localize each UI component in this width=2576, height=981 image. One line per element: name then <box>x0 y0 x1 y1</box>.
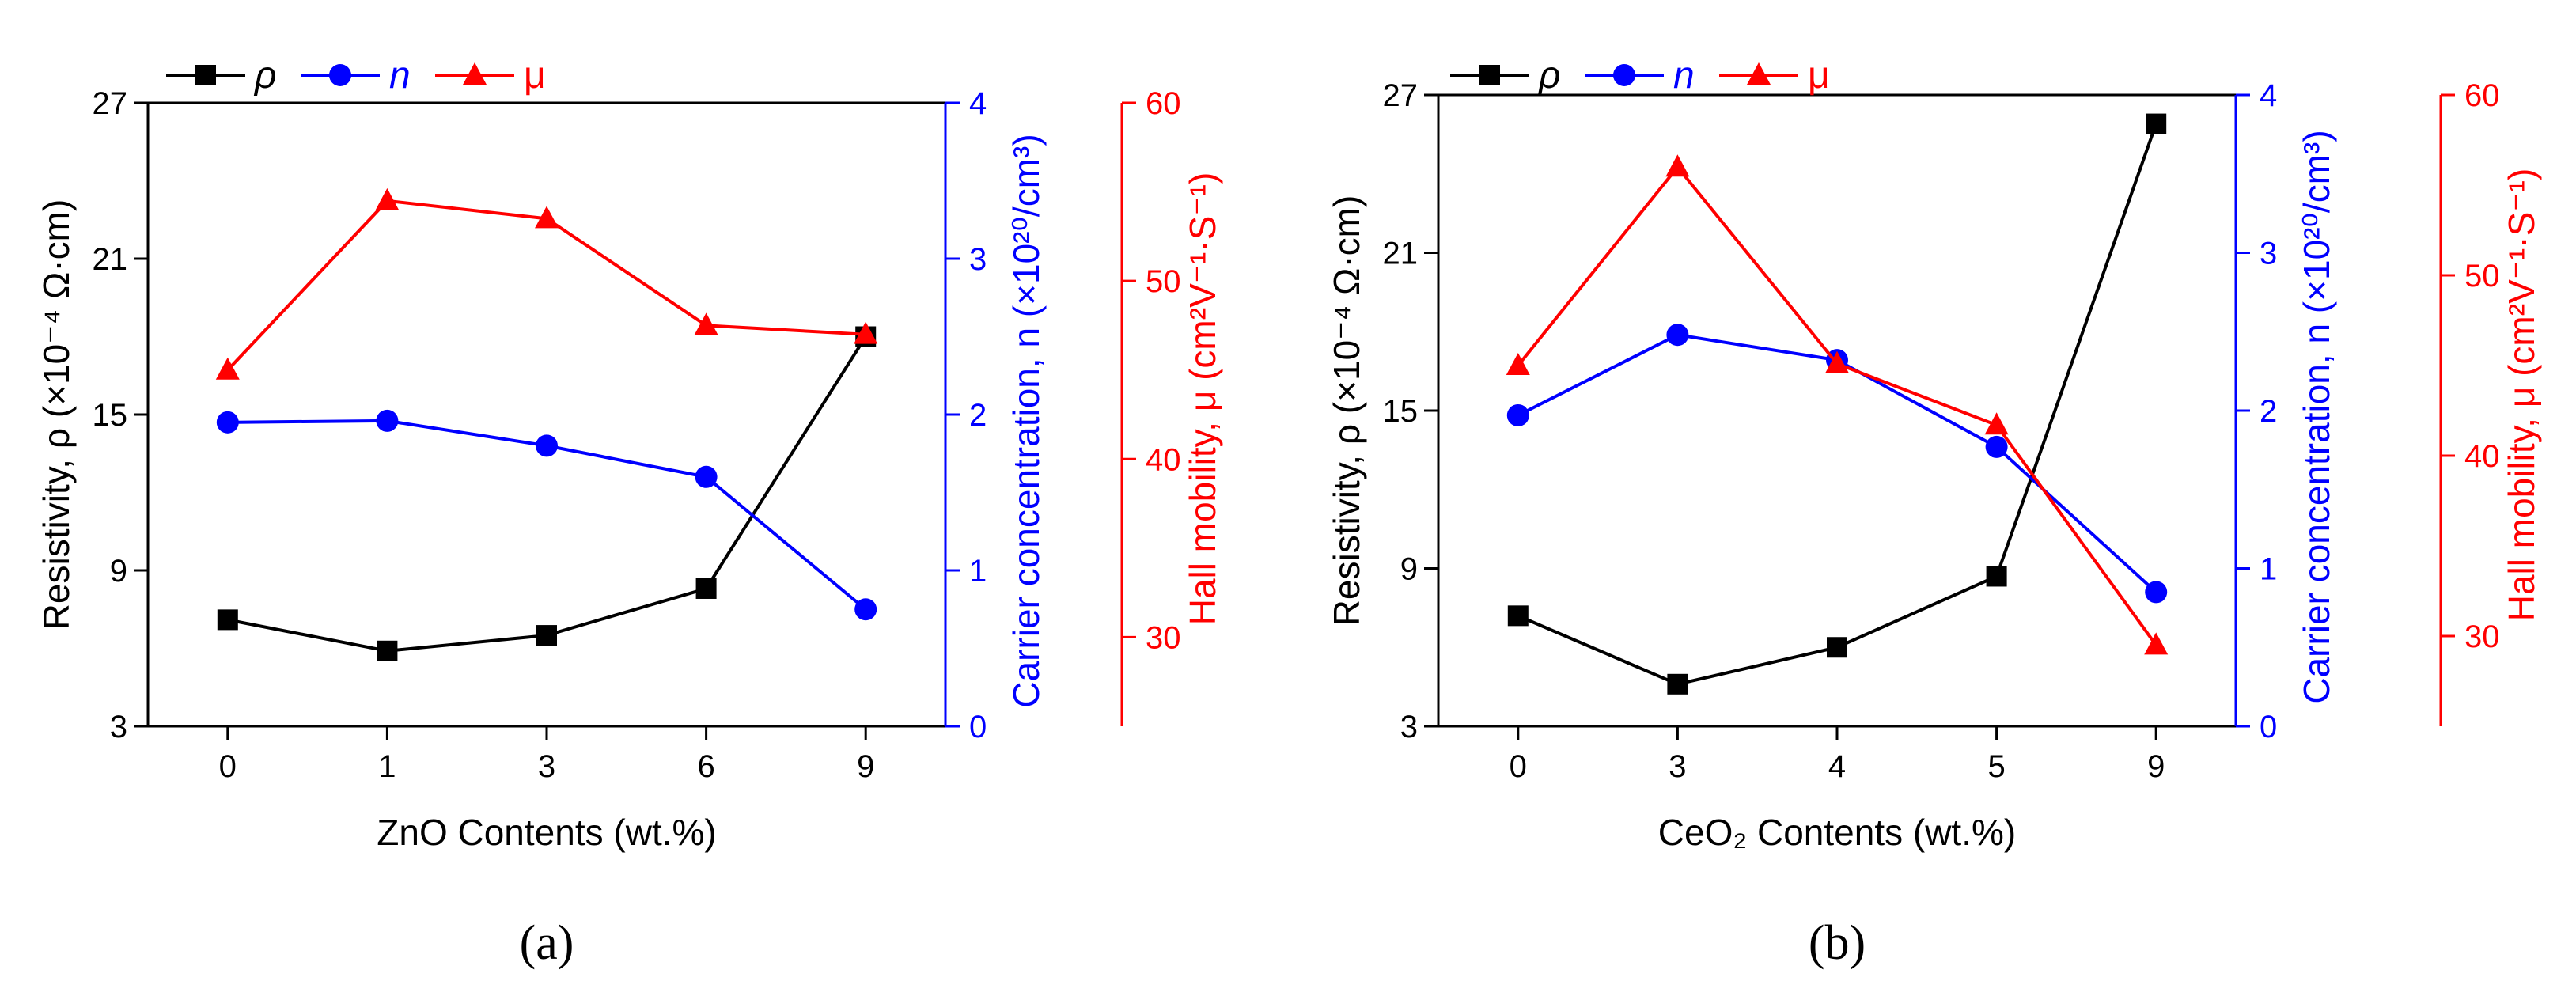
data-point-mu <box>1506 353 1530 375</box>
data-point-mu <box>694 312 718 335</box>
x-tick-label: 9 <box>2147 749 2165 784</box>
data-point-n <box>2145 581 2168 604</box>
left-tick-label: 27 <box>1383 78 1419 113</box>
data-point-rho <box>695 578 717 599</box>
right-axis-title-n: Carrier concentration, n (×10²⁰/cm³) <box>2296 130 2337 703</box>
left-axis-title: Resistivity, ρ (×10⁻⁴ Ω·cm) <box>36 199 77 631</box>
data-point-rho <box>217 609 238 631</box>
data-point-n <box>216 411 239 434</box>
right-tick-label-mu: 40 <box>1146 442 1181 477</box>
right-tick-label-mu: 30 <box>1146 620 1181 655</box>
right-axis-title-mu: Hall mobility, μ (cm²V⁻¹·S⁻¹) <box>2501 169 2542 622</box>
legend-label-rho: ρ <box>253 55 277 97</box>
series-line-rho <box>1517 123 2158 686</box>
data-point-rho <box>1827 637 1847 658</box>
series-line-n <box>1517 333 2157 593</box>
data-point-mu <box>535 206 559 229</box>
left-tick-label: 9 <box>1400 552 1418 587</box>
data-point-rho <box>1479 65 1500 85</box>
right-tick-label-n: 0 <box>969 710 987 744</box>
x-tick-label: 9 <box>857 749 874 784</box>
right-tick-label-n: 4 <box>969 86 987 121</box>
data-point-mu <box>854 321 878 344</box>
right-axis-title-n: Carrier concentration, n (×10²⁰/cm³) <box>1006 134 1047 707</box>
data-point-mu <box>1984 412 2009 435</box>
data-point-rho <box>1986 566 2007 587</box>
right-tick-label-n: 1 <box>969 554 987 589</box>
x-tick-label: 3 <box>538 749 555 784</box>
right-tick-label-n: 3 <box>969 242 987 277</box>
data-point-mu <box>1665 154 1690 177</box>
x-axis-title: ZnO Contents (wt.%) <box>377 812 716 853</box>
data-point-rho <box>1667 673 1688 695</box>
data-point-rho <box>2146 113 2167 134</box>
data-point-n <box>1613 64 1635 86</box>
legend-label-mu: μ <box>1808 55 1830 97</box>
left-tick-label: 9 <box>110 554 127 589</box>
data-point-n <box>695 465 718 488</box>
data-point-rho <box>195 65 216 85</box>
right-tick-label-mu: 30 <box>2464 619 2500 654</box>
right-tick-label-mu: 40 <box>2464 439 2500 474</box>
x-tick-label: 3 <box>1669 749 1686 784</box>
legend-label-n: n <box>1673 55 1695 97</box>
left-tick-label: 21 <box>1383 237 1419 271</box>
panel-label: (a) <box>520 916 574 970</box>
data-point-mu <box>1747 62 1771 85</box>
x-tick-label: 0 <box>1510 749 1527 784</box>
data-point-rho <box>536 625 557 646</box>
left-tick-label: 15 <box>93 398 128 433</box>
right-tick-label-mu: 60 <box>1146 86 1181 121</box>
left-tick-label: 27 <box>93 86 128 121</box>
right-tick-label-n: 4 <box>2260 78 2277 113</box>
x-axis-title: CeO₂ Contents (wt.%) <box>1658 812 2016 853</box>
legend-label-rho: ρ <box>1537 55 1561 97</box>
x-tick-label: 5 <box>1987 749 2005 784</box>
left-tick-label: 3 <box>110 710 127 744</box>
left-tick-label: 15 <box>1383 394 1419 429</box>
data-point-mu <box>1825 350 1849 373</box>
data-point-n <box>854 598 877 621</box>
data-point-n <box>1506 403 1529 426</box>
data-point-n <box>536 434 558 457</box>
data-point-mu <box>375 187 400 210</box>
data-point-n <box>329 64 351 86</box>
x-tick-label: 0 <box>219 749 237 784</box>
data-point-rho <box>1507 605 1529 627</box>
legend-label-mu: μ <box>524 55 546 97</box>
right-tick-label-mu: 60 <box>2464 78 2500 113</box>
right-tick-label-mu: 50 <box>1146 264 1181 299</box>
data-point-n <box>1985 435 2008 458</box>
x-tick-label: 6 <box>697 749 714 784</box>
right-tick-label-n: 3 <box>2260 237 2277 271</box>
series-line-mu <box>1517 165 2157 646</box>
data-point-mu <box>463 62 487 85</box>
right-tick-label-n: 0 <box>2260 710 2277 744</box>
legend-label-n: n <box>389 55 411 97</box>
left-tick-label: 21 <box>93 242 128 277</box>
data-point-mu <box>2144 632 2169 655</box>
right-tick-label-n: 2 <box>969 398 987 433</box>
left-tick-label: 3 <box>1400 710 1418 744</box>
x-tick-label: 4 <box>1828 749 1846 784</box>
data-point-n <box>376 409 399 432</box>
panel-label: (b) <box>1809 916 1866 970</box>
series-line-rho <box>227 335 867 653</box>
right-tick-label-mu: 50 <box>2464 259 2500 294</box>
data-point-rho <box>377 640 398 661</box>
data-point-mu <box>215 357 240 380</box>
x-tick-label: 1 <box>378 749 396 784</box>
right-tick-label-n: 1 <box>2260 552 2277 587</box>
left-axis-title: Resistivity, ρ (×10⁻⁴ Ω·cm) <box>1326 195 1367 627</box>
right-tick-label-n: 2 <box>2260 394 2277 429</box>
right-axis-title-mu: Hall mobility, μ (cm²V⁻¹·S⁻¹) <box>1182 172 1223 626</box>
data-point-n <box>1666 324 1689 347</box>
